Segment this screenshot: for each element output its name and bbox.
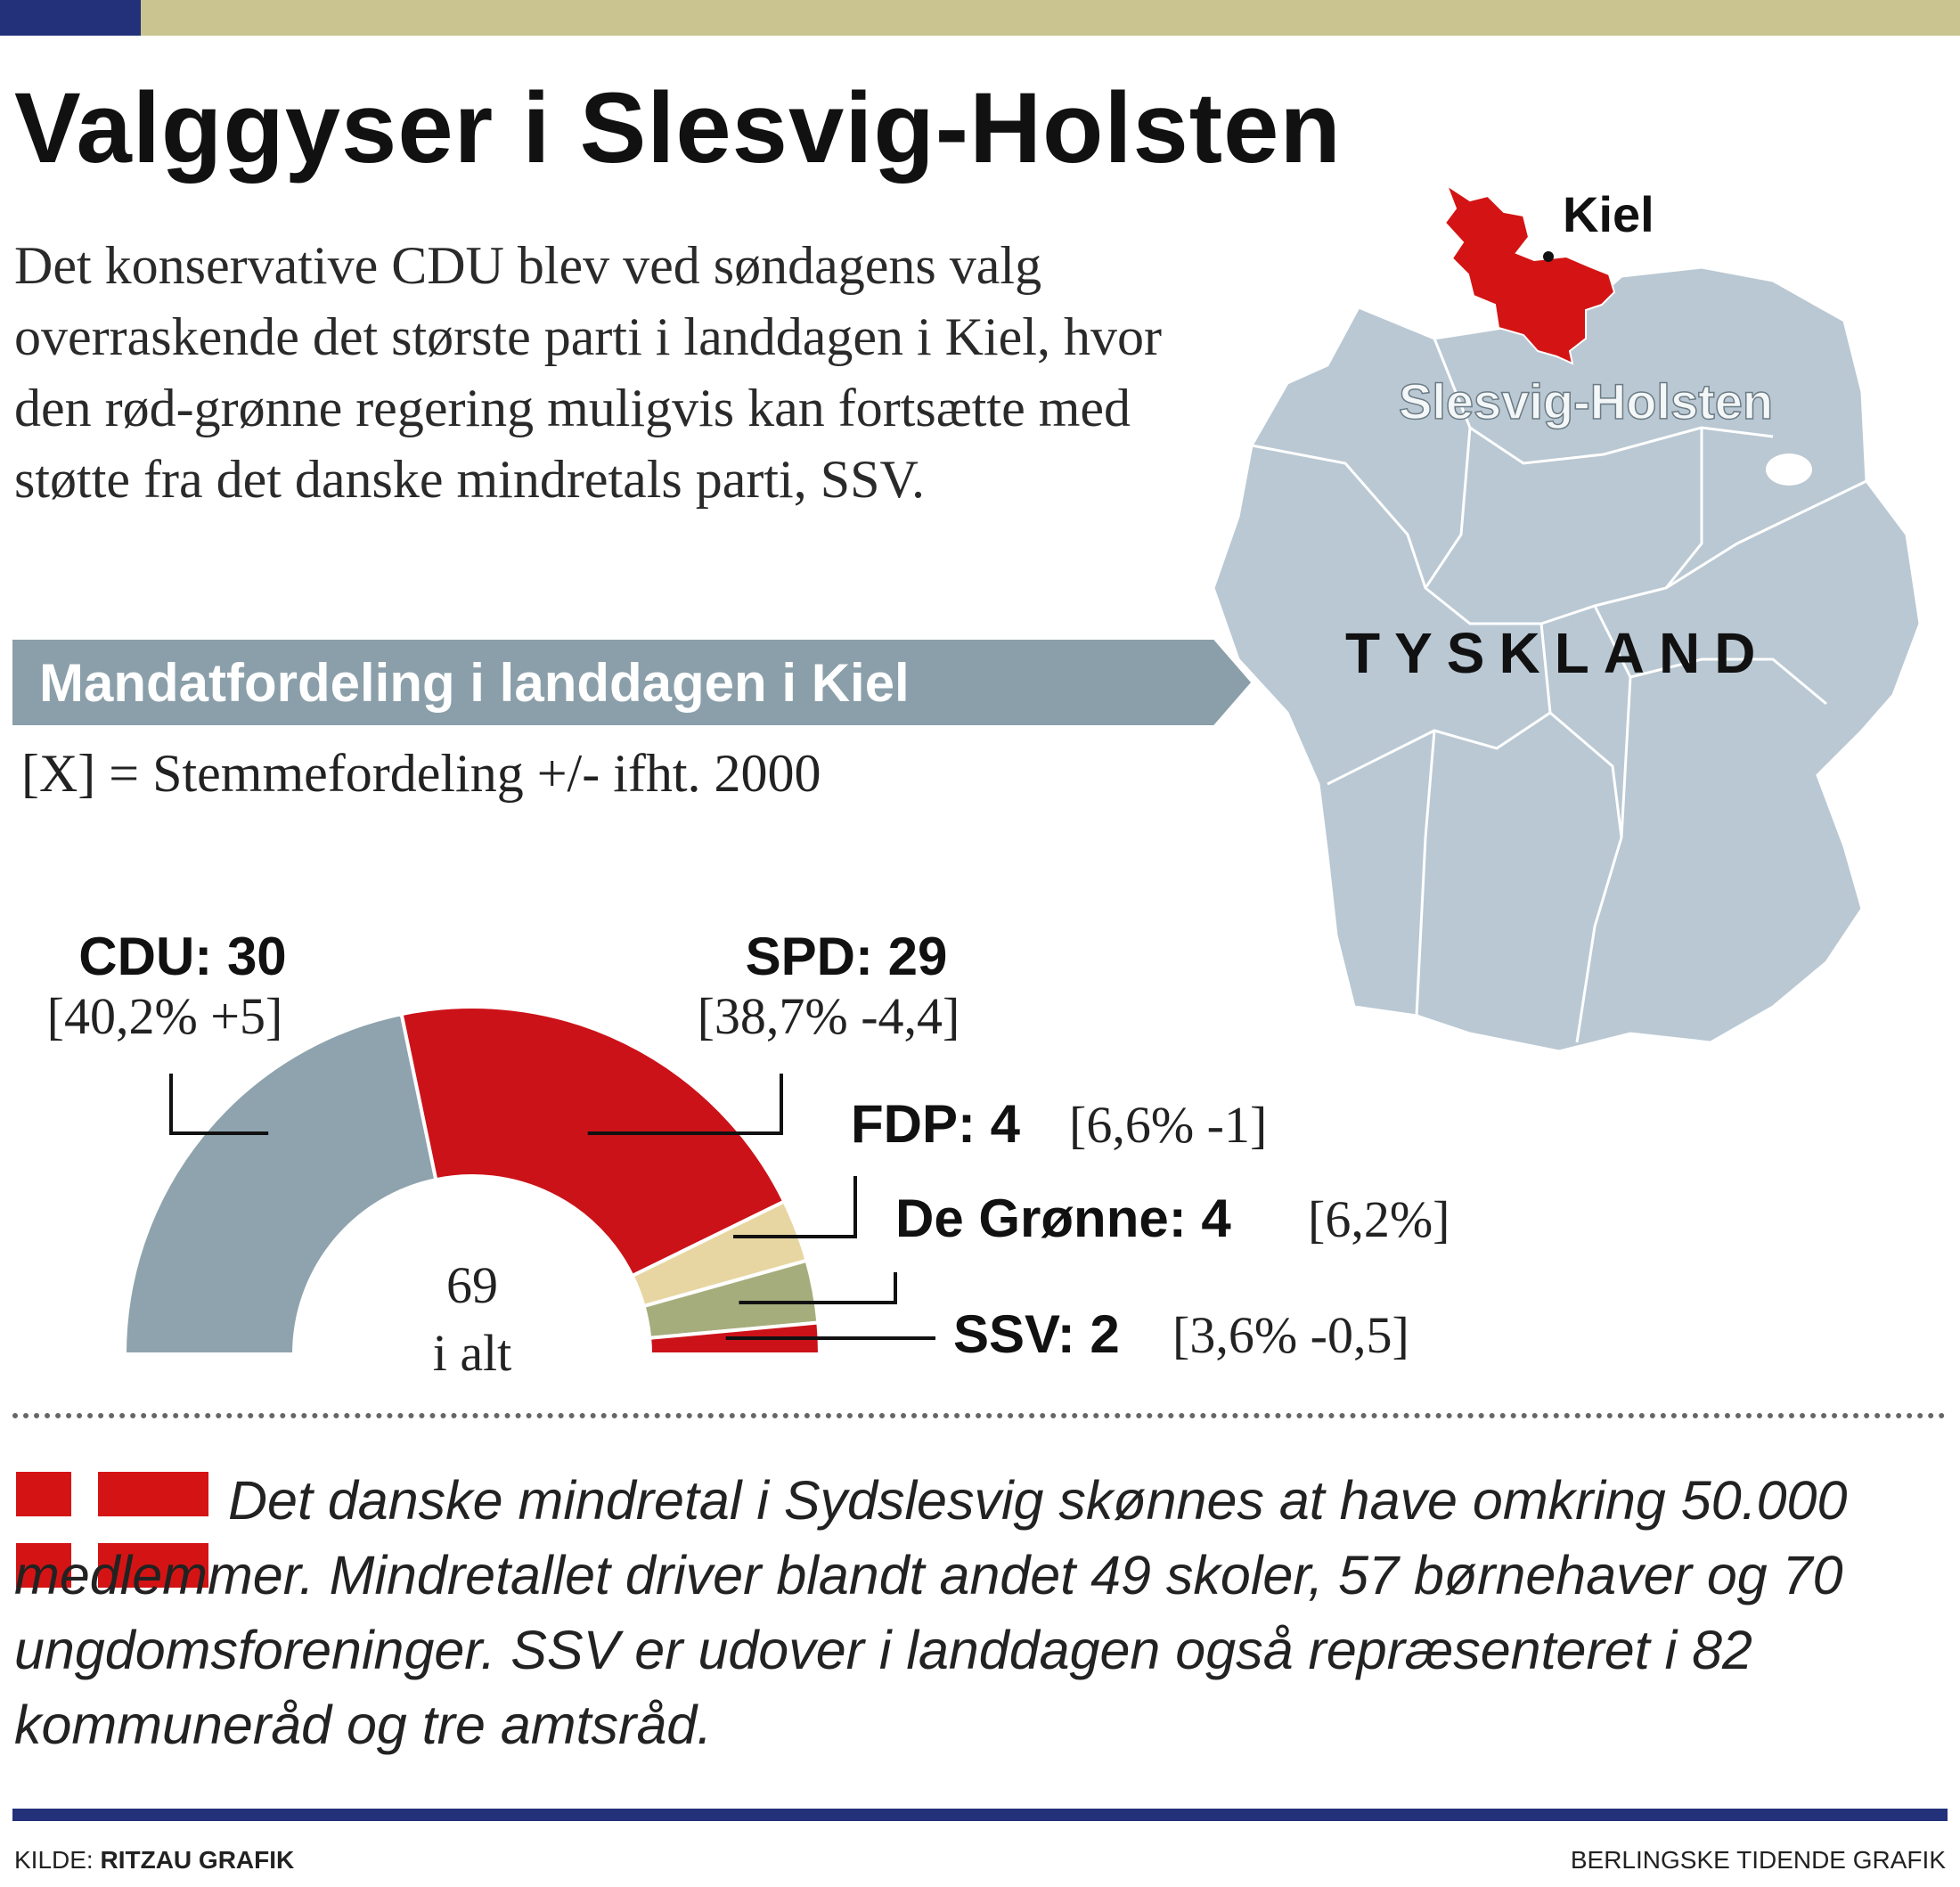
label-gronne-detail: [6,2%]: [1308, 1190, 1450, 1248]
label-spd: SPD: 29 [38,7% -4,4]: [698, 927, 960, 1045]
page-title: Valggyser i Slesvig-Holsten: [14, 72, 1342, 184]
top-navy-block: [0, 0, 141, 36]
label-fdp-detail: [6,6% -1]: [1069, 1096, 1267, 1154]
dotted-divider: [12, 1413, 1946, 1418]
seat-chart: 69 i alt CDU: 30 [40,2% +5] SPD: 29 [38,…: [47, 927, 1450, 1382]
label-cdu: CDU: 30 [40,2% +5]: [47, 927, 287, 1045]
chart-segments: [122, 1005, 822, 1356]
segment-0: [122, 1011, 438, 1356]
chart-total-number: 69: [446, 1256, 498, 1314]
state-borders: [1251, 338, 1867, 1043]
source-credit: KILDE: RITZAU GRAFIK: [14, 1846, 294, 1875]
leader-line-3: [739, 1272, 897, 1304]
label-ssv-detail: [3,6% -0,5]: [1172, 1306, 1409, 1364]
danish-flag-icon: [16, 1472, 208, 1588]
berlin-marker: [1766, 453, 1812, 486]
label-cdu-name: CDU: 30: [78, 927, 286, 986]
label-ssv: SSV: 2 [3,6% -0,5]: [953, 1304, 1409, 1364]
label-gronne: De Grønne: 4 [6,2%]: [895, 1189, 1450, 1248]
leader-line-0: [169, 1074, 269, 1135]
state-label: Slesvig-Holsten: [1399, 373, 1773, 429]
label-fdp-name: FDP: 4: [851, 1094, 1021, 1154]
top-color-bar: [0, 0, 1960, 36]
chart-total-caption: i alt: [433, 1324, 512, 1382]
kiel-label: Kiel: [1563, 186, 1654, 242]
leader-line-2: [733, 1176, 857, 1238]
publisher-credit: BERLINGSKE TIDENDE GRAFIK: [1570, 1846, 1946, 1874]
slesvig-holsten-shape: [1443, 183, 1616, 365]
label-cdu-detail: [40,2% +5]: [47, 987, 283, 1045]
bottom-color-bar: [12, 1809, 1948, 1821]
country-label: TYSKLAND: [1345, 621, 1769, 685]
label-spd-detail: [38,7% -4,4]: [698, 987, 960, 1045]
label-spd-name: SPD: 29: [746, 927, 948, 986]
segment-1: [399, 1005, 787, 1278]
germany-shape: [1212, 265, 1922, 1053]
intro-text: Det konservative CDU blev ved søndagens …: [14, 236, 1162, 509]
label-gronne-name: De Grønne: 4: [895, 1189, 1231, 1248]
leader-line-1: [587, 1074, 783, 1135]
section-band: Mandatfordeling i landdagen i Kiel: [12, 640, 1251, 725]
source-prefix: KILDE:: [14, 1846, 94, 1874]
leader-lines: [169, 1074, 935, 1340]
germany-map: Kiel Slesvig-Holsten TYSKLAND: [1212, 183, 1922, 1053]
label-fdp: FDP: 4 [6,6% -1]: [851, 1094, 1267, 1154]
legend-note: [X] = Stemmefordeling +/- ifht. 2000: [21, 744, 821, 803]
source-name: RITZAU GRAFIK: [100, 1846, 295, 1874]
kiel-dot: [1543, 251, 1554, 262]
section-band-title: Mandatfordeling i landdagen i Kiel: [39, 653, 910, 713]
footnote-text: Det danske mindretal i Sydslesvig skønne…: [14, 1470, 1848, 1755]
label-ssv-name: SSV: 2: [953, 1304, 1120, 1364]
